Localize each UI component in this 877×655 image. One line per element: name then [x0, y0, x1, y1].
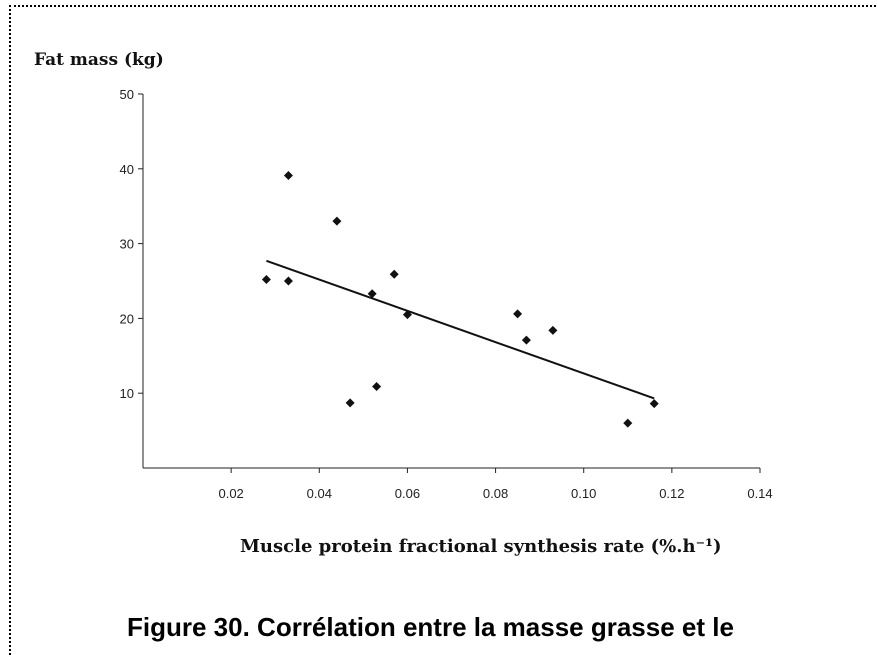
x-tick-label: 0.08 [483, 486, 508, 501]
x-tick-label: 0.14 [747, 486, 772, 501]
data-point [261, 275, 271, 285]
x-axis-label: Muscle protein fractional synthesis rate… [240, 536, 722, 557]
data-point [372, 381, 382, 391]
figure-frame [9, 5, 877, 655]
y-axis-label: Fat mass (kg) [34, 50, 164, 70]
data-point [623, 418, 633, 428]
y-tick-label: 20 [120, 311, 134, 326]
y-tick-label: 10 [120, 386, 134, 401]
data-point [521, 335, 531, 345]
data-point [332, 216, 342, 226]
x-tick-label: 0.06 [395, 486, 420, 501]
data-point [345, 398, 355, 408]
y-tick-label: 50 [120, 87, 134, 102]
data-point [389, 269, 399, 279]
x-tick-label: 0.12 [659, 486, 684, 501]
data-point [283, 276, 293, 286]
data-point [283, 171, 293, 181]
data-point [649, 399, 659, 409]
x-tick-label: 0.04 [307, 486, 332, 501]
y-tick-label: 30 [120, 237, 134, 252]
data-point [513, 309, 523, 319]
trendline [266, 259, 655, 400]
data-point [402, 310, 412, 320]
figure-caption: Figure 30. Corrélation entre la masse gr… [127, 612, 734, 642]
data-point [367, 289, 377, 299]
x-tick-label: 0.10 [571, 486, 596, 501]
y-tick-label: 40 [120, 162, 134, 177]
scatter-chart: 10 20 30 40 50 0.02 0.04 0.06 0.08 0.10 0.12 0.14 [120, 87, 773, 501]
x-tick-label: 0.02 [218, 486, 243, 501]
data-point [548, 325, 558, 335]
